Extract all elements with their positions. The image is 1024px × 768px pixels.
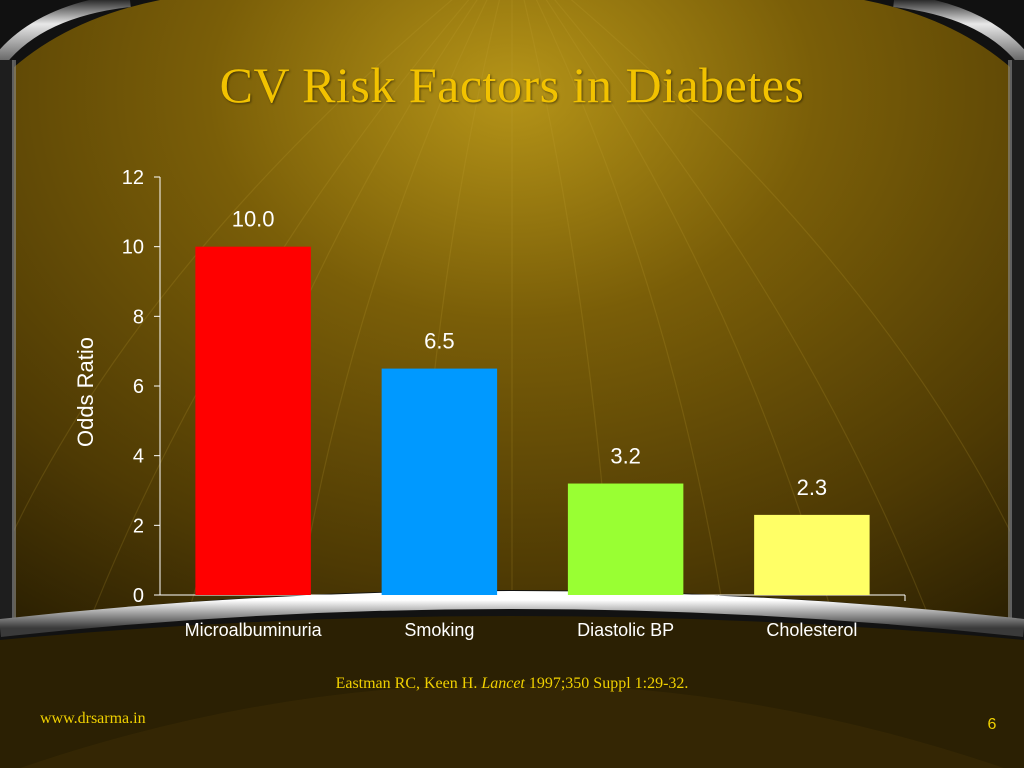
bar-microalbuminuria	[195, 246, 311, 595]
y-tick-label: 0	[133, 585, 144, 607]
citation-journal: Lancet	[481, 675, 525, 692]
x-tick-label: Cholesterol	[766, 620, 857, 640]
x-tick-label: Smoking	[404, 620, 474, 640]
y-tick-label: 8	[133, 306, 144, 328]
slide-title: CV Risk Factors in Diabetes	[219, 57, 805, 113]
page-number: 6	[987, 716, 997, 733]
data-label: 6.5	[424, 329, 455, 354]
citation: Eastman RC, Keen H. Lancet 1997;350 Supp…	[0, 675, 1024, 693]
y-tick-label: 2	[133, 515, 144, 537]
y-axis-label: Odds Ratio	[73, 337, 98, 447]
bar-cholesterol	[754, 514, 870, 595]
data-label: 3.2	[610, 444, 641, 469]
chart-labels: 10.0 Microalbuminuria 6.5 Smoking 3.2 Diastol…	[185, 207, 858, 640]
y-tick-label: 6	[133, 376, 144, 398]
x-tick-label: Diastolic BP	[577, 620, 674, 640]
x-tick-label: Microalbuminuria	[185, 620, 323, 640]
data-label: 2.3	[797, 475, 828, 500]
bar-smoking	[381, 368, 498, 595]
citation-authors: Eastman RC, Keen H.	[335, 675, 478, 692]
y-tick-label: 10	[122, 237, 144, 259]
data-label: 10.0	[232, 207, 275, 232]
chart-axes: 0 2 4 6 8 10 12 Odds Ratio	[73, 167, 906, 607]
y-tick-label: 4	[133, 446, 144, 468]
y-tick-label: 12	[122, 167, 144, 189]
bar-diastolic-bp	[567, 483, 684, 595]
chart-bars	[195, 246, 870, 595]
footer-url: www.drsarma.in	[40, 710, 146, 727]
citation-details: 1997;350 Suppl 1:29-32.	[528, 675, 689, 692]
